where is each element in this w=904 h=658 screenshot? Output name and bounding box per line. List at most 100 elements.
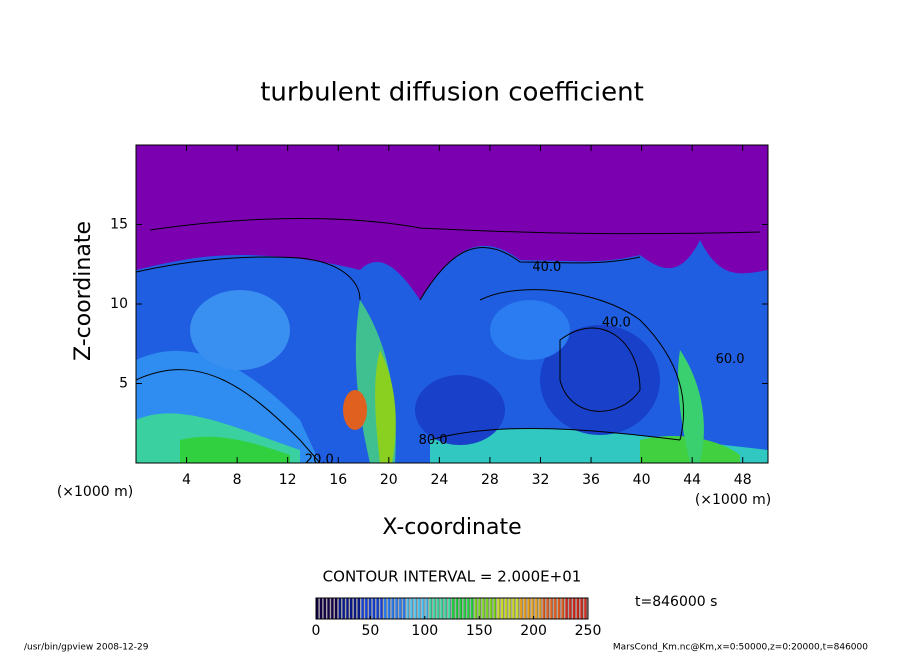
- colorbar-swatch: [333, 598, 335, 619]
- colorbar-swatch: [372, 598, 376, 619]
- colorbar-swatch: [389, 598, 392, 619]
- colorbar-swatch: [429, 598, 432, 619]
- colorbar-swatch: [412, 598, 415, 619]
- x-tick-label: 44: [683, 472, 701, 488]
- colorbar-swatch: [455, 598, 459, 619]
- colorbar-swatch: [504, 598, 508, 619]
- colorbar-swatch: [491, 598, 494, 619]
- colorbar-swatch: [435, 598, 437, 619]
- colorbar-tick-label: 150: [466, 623, 493, 639]
- colorbar-swatch: [552, 598, 554, 619]
- colorbar-swatch: [459, 598, 462, 619]
- colorbar-swatch: [348, 598, 350, 619]
- x-tick-label: 48: [734, 472, 752, 488]
- colorbar-swatch: [399, 598, 402, 619]
- colorbar-swatch: [433, 598, 436, 619]
- colorbar-swatch: [419, 598, 422, 619]
- x-axis-label: X-coordinate: [382, 515, 521, 540]
- colorbar-swatch: [463, 598, 466, 619]
- colorbar-swatch: [482, 598, 485, 619]
- colorbar-swatch: [414, 598, 417, 619]
- colorbar-swatch: [350, 598, 353, 619]
- colorbar-swatch: [565, 598, 568, 619]
- colorbar-tick-label: 50: [361, 623, 379, 639]
- x-tick-label: 24: [430, 472, 448, 488]
- colorbar-swatch: [450, 598, 452, 619]
- colorbar-swatch: [465, 598, 468, 619]
- colorbar-swatch: [571, 598, 573, 619]
- colorbar-swatch: [431, 598, 434, 619]
- colorbar-swatch: [470, 598, 474, 619]
- colorbar-swatch: [410, 598, 413, 619]
- colorbar-swatch: [393, 598, 396, 619]
- colorbar-swatch: [329, 598, 332, 619]
- colorbar-swatch: [510, 598, 513, 619]
- x-tick-label: 8: [233, 472, 242, 488]
- colorbar-swatch: [380, 598, 383, 619]
- colorbar-swatch: [342, 598, 345, 619]
- colorbar-swatch: [365, 598, 368, 619]
- colorbar-frame: [315, 597, 589, 620]
- colorbar-swatch: [461, 598, 464, 619]
- colorbar-swatch: [359, 598, 362, 619]
- colorbar-swatch: [478, 598, 481, 619]
- colorbar-swatch: [484, 598, 486, 619]
- colorbar-swatch: [578, 598, 581, 619]
- colorbar-swatch: [486, 598, 489, 619]
- colorbar-swatch: [559, 598, 562, 619]
- colorbar-swatch: [387, 598, 391, 619]
- colorbar-swatch: [497, 598, 500, 619]
- colorbar-swatch: [457, 598, 460, 619]
- colorbar-swatch: [436, 598, 440, 619]
- colorbar-swatch: [501, 598, 504, 619]
- x-tick-label: 36: [582, 472, 600, 488]
- colorbar-swatch: [476, 598, 479, 619]
- colorbar-swatch: [370, 598, 373, 619]
- colorbar-swatch: [395, 598, 398, 619]
- colorbar-swatch: [523, 598, 527, 619]
- colorbar-swatch: [317, 598, 320, 619]
- colorbar-swatch: [446, 598, 449, 619]
- colorbar-swatch: [444, 598, 447, 619]
- colorbar-swatch: [361, 598, 364, 619]
- colorbar-swatch: [469, 598, 471, 619]
- colorbar-swatch: [442, 598, 445, 619]
- colorbar-swatch: [368, 598, 372, 619]
- footer-left: /usr/bin/gpview 2008-12-29: [24, 643, 149, 653]
- colorbar-tick-label: 250: [575, 623, 602, 639]
- x-tick-label: 16: [329, 472, 347, 488]
- colorbar-swatch: [385, 598, 388, 619]
- colorbar-swatch: [336, 598, 339, 619]
- colorbar-swatch: [367, 598, 369, 619]
- colorbar-swatch: [384, 598, 387, 619]
- y-unit: (×1000 m): [57, 484, 133, 500]
- colorbar-swatch: [334, 598, 338, 619]
- chart-title: turbulent diffusion coefficient: [260, 78, 644, 108]
- colorbar-swatch: [533, 598, 536, 619]
- colorbar-swatch: [516, 598, 519, 619]
- colorbar-swatch: [425, 598, 428, 619]
- colorbar-swatch: [586, 598, 588, 619]
- colorbar-tick-label: 0: [312, 623, 321, 639]
- colorbar-swatch: [406, 598, 410, 619]
- colorbar-swatch: [423, 598, 426, 619]
- contour-interval: CONTOUR INTERVAL = 2.000E+01: [323, 568, 582, 586]
- colorbar-swatch: [404, 598, 407, 619]
- colorbar-swatch: [540, 598, 543, 619]
- colorbar-swatch: [338, 598, 342, 619]
- x-tick-label: 40: [633, 472, 651, 488]
- colorbar-swatch: [467, 598, 470, 619]
- colorbar-swatch: [514, 598, 517, 619]
- colorbar-swatch: [327, 598, 330, 619]
- y-tick-label: 10: [110, 296, 128, 312]
- colorbar-swatch: [508, 598, 512, 619]
- contour-label: 60.0: [716, 352, 745, 367]
- colorbar-swatch: [416, 598, 418, 619]
- colorbar-swatch: [561, 598, 564, 619]
- colorbar-swatch: [499, 598, 502, 619]
- colorbar-swatch: [518, 598, 520, 619]
- colorbar-swatch: [563, 598, 566, 619]
- colorbar-swatch: [344, 598, 347, 619]
- colorbar-swatch: [427, 598, 430, 619]
- colorbar-swatch: [546, 598, 549, 619]
